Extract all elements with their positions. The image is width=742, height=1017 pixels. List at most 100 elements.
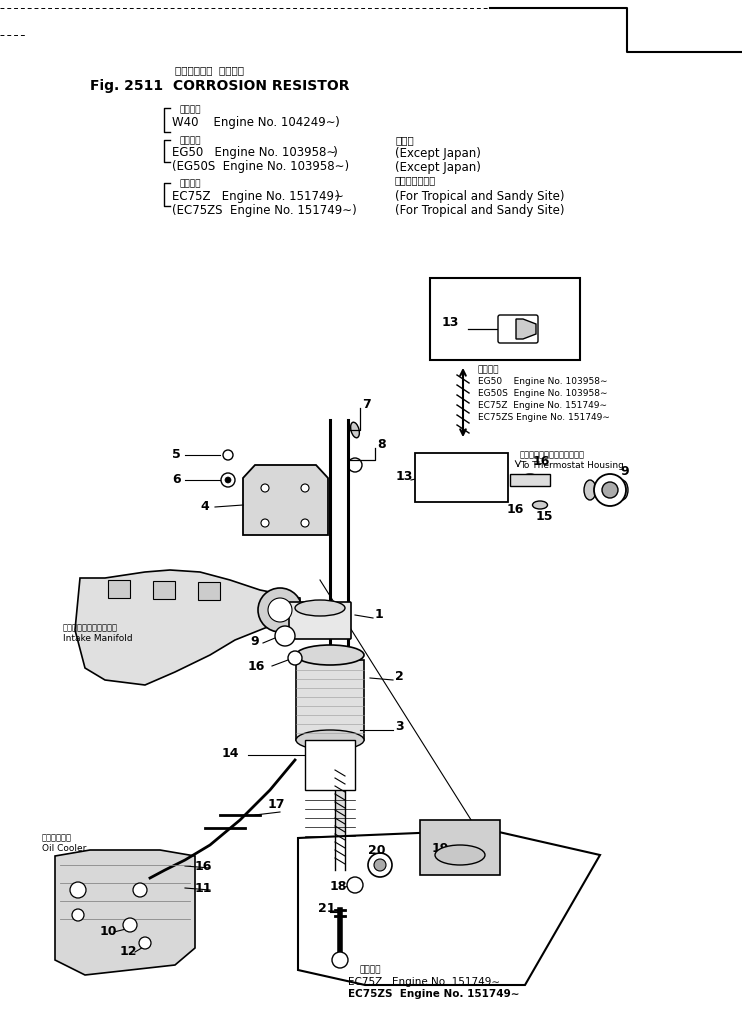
Text: EC75ZS  Engine No. 151749∼: EC75ZS Engine No. 151749∼: [348, 989, 519, 999]
Bar: [420, 820, 500, 875]
Text: (Except Japan): (Except Japan): [395, 161, 481, 174]
Bar: [296, 660, 364, 740]
Text: 19: 19: [432, 842, 450, 855]
Circle shape: [332, 952, 348, 968]
Text: ): ): [335, 116, 340, 129]
Text: 16: 16: [195, 860, 212, 873]
Ellipse shape: [435, 845, 485, 865]
Text: 適用号機: 適用号機: [180, 105, 202, 114]
Circle shape: [70, 882, 86, 898]
Text: EC75ZS Engine No. 151749∼: EC75ZS Engine No. 151749∼: [478, 413, 610, 422]
Text: Oil Cooler: Oil Cooler: [42, 844, 86, 853]
Text: 適用号機: 適用号機: [360, 965, 381, 974]
Text: 13: 13: [442, 316, 459, 330]
Text: 6: 6: [172, 473, 180, 486]
Text: サーモスタットハウジングへ: サーモスタットハウジングへ: [520, 450, 585, 459]
Bar: [153, 581, 175, 599]
Text: 9: 9: [620, 465, 628, 478]
Bar: [415, 453, 508, 502]
Text: 16: 16: [248, 660, 266, 673]
Text: 適用号機: 適用号機: [180, 179, 202, 188]
Circle shape: [221, 473, 235, 487]
Text: 16: 16: [533, 455, 551, 468]
Text: 14: 14: [222, 747, 240, 760]
Text: 11: 11: [195, 882, 212, 895]
Text: 9: 9: [250, 635, 259, 648]
Ellipse shape: [351, 422, 359, 437]
Circle shape: [225, 477, 231, 483]
Text: 20: 20: [368, 844, 386, 857]
Text: To Thermostat Housing: To Thermostat Housing: [520, 461, 624, 470]
FancyBboxPatch shape: [498, 315, 538, 343]
Text: 8: 8: [377, 438, 386, 451]
Circle shape: [261, 484, 269, 492]
Text: EC75Z   Engine No. 151749∼: EC75Z Engine No. 151749∼: [172, 190, 344, 203]
Ellipse shape: [520, 474, 540, 486]
Text: 15: 15: [536, 510, 554, 523]
Text: (For Tropical and Sandy Site): (For Tropical and Sandy Site): [395, 190, 565, 203]
Ellipse shape: [296, 645, 364, 665]
Circle shape: [275, 626, 295, 646]
Text: 13: 13: [396, 470, 413, 483]
Bar: [305, 740, 355, 790]
Text: 2: 2: [395, 670, 404, 683]
Text: コロージョン  レジスタ: コロージョン レジスタ: [175, 65, 244, 75]
Text: 3: 3: [395, 720, 404, 733]
FancyBboxPatch shape: [289, 602, 351, 639]
Circle shape: [133, 883, 147, 897]
Text: 適用号機: 適用号機: [180, 136, 202, 145]
Circle shape: [223, 450, 233, 460]
Text: EC75Z   Engine No. 151749∼: EC75Z Engine No. 151749∼: [348, 977, 500, 988]
Text: オイルクーラ: オイルクーラ: [42, 833, 72, 842]
Circle shape: [301, 484, 309, 492]
Text: (EG50S  Engine No. 103958∼): (EG50S Engine No. 103958∼): [172, 160, 349, 173]
Ellipse shape: [295, 600, 345, 616]
Text: 熱帯砂壌地仕様: 熱帯砂壌地仕様: [395, 175, 436, 185]
Polygon shape: [243, 465, 328, 535]
Text: 17: 17: [268, 798, 286, 811]
Text: 適用号機: 適用号機: [478, 365, 499, 374]
Circle shape: [123, 918, 137, 932]
Circle shape: [258, 588, 302, 632]
Text: インテイクマニホールド: インテイクマニホールド: [63, 623, 118, 632]
Circle shape: [374, 859, 386, 871]
Text: (Except Japan): (Except Japan): [395, 147, 481, 160]
Circle shape: [301, 519, 309, 527]
Circle shape: [594, 474, 626, 506]
Text: ): ): [333, 146, 338, 159]
Text: (EC75ZS  Engine No. 151749∼): (EC75ZS Engine No. 151749∼): [172, 204, 357, 217]
Text: (For Tropical and Sandy Site): (For Tropical and Sandy Site): [395, 204, 565, 217]
Text: 4: 4: [200, 500, 209, 513]
Ellipse shape: [584, 480, 596, 500]
Ellipse shape: [533, 501, 548, 508]
Circle shape: [72, 909, 84, 921]
Circle shape: [261, 519, 269, 527]
Text: 5: 5: [172, 448, 181, 461]
Text: 12: 12: [120, 945, 137, 958]
Text: ): ): [335, 190, 340, 203]
Text: 21: 21: [318, 902, 335, 915]
Text: 海外向: 海外向: [395, 135, 414, 145]
Text: 7: 7: [362, 398, 371, 411]
Text: 16: 16: [507, 503, 525, 516]
Text: EC75Z  Engine No. 151749∼: EC75Z Engine No. 151749∼: [478, 401, 607, 410]
Text: 1: 1: [375, 608, 384, 621]
Polygon shape: [55, 850, 195, 975]
Ellipse shape: [616, 480, 628, 500]
Circle shape: [368, 853, 392, 877]
Text: Intake Manifold: Intake Manifold: [63, 634, 133, 643]
Text: 10: 10: [100, 925, 117, 938]
Text: 18: 18: [330, 880, 347, 893]
Text: EG50    Engine No. 103958∼: EG50 Engine No. 103958∼: [478, 377, 608, 386]
Circle shape: [347, 877, 363, 893]
Ellipse shape: [296, 730, 364, 750]
Bar: [510, 474, 550, 486]
Polygon shape: [298, 830, 600, 985]
Bar: [108, 580, 130, 598]
Circle shape: [602, 482, 618, 498]
Text: EG50   Engine No. 103958∼: EG50 Engine No. 103958∼: [172, 146, 336, 159]
Circle shape: [288, 651, 302, 665]
Polygon shape: [75, 570, 300, 685]
Text: Fig. 2511  CORROSION RESISTOR: Fig. 2511 CORROSION RESISTOR: [90, 79, 349, 93]
Bar: [430, 278, 580, 360]
